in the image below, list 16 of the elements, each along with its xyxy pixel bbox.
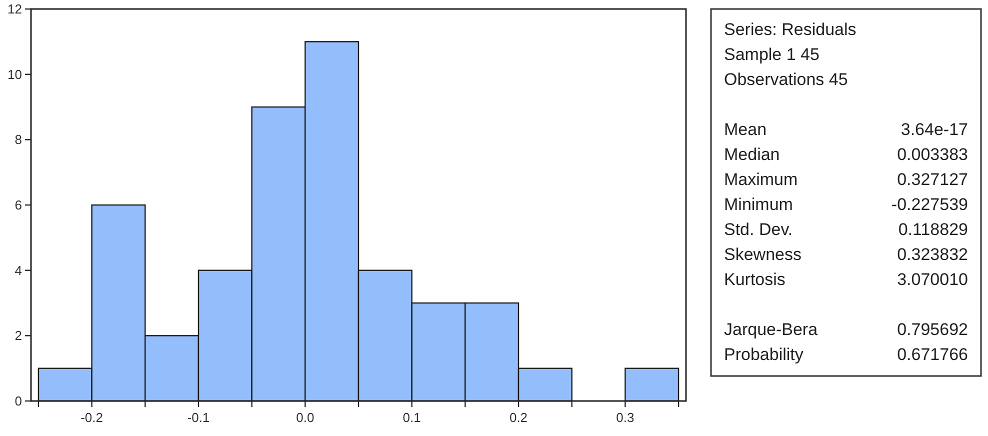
y-tick-label: 10	[8, 66, 22, 82]
text: Mean 3.64e-17 Median 0.003383 Maximum 0.327127 Minimum -0.227539 Std. Dev. 0.118829 Skewness 0.323832 Kurtosis 3.070010	[724, 120, 968, 289]
y-tick-label: 8	[14, 132, 22, 148]
text: Series: Residuals Sample 1 45 Observations 45	[724, 20, 856, 89]
text: Jarque-Bera 0.795692 Probability 0.671766	[724, 320, 968, 364]
x-tick-label: -0.1	[187, 410, 210, 425]
x-tick-label: 0.1	[402, 410, 421, 425]
y-tick-label: 4	[14, 262, 22, 278]
y-tick-label: 12	[8, 2, 22, 16]
x-tick-label: -0.2	[80, 410, 104, 425]
y-tick-label: 6	[14, 198, 22, 212]
y-tick-label: 2	[14, 328, 22, 344]
x-tick-label: 0.3	[616, 410, 634, 425]
x-tick-label: 0.0	[296, 410, 314, 425]
x-tick-label: 0.2	[509, 410, 528, 425]
y-tick-label: 0	[14, 394, 22, 408]
